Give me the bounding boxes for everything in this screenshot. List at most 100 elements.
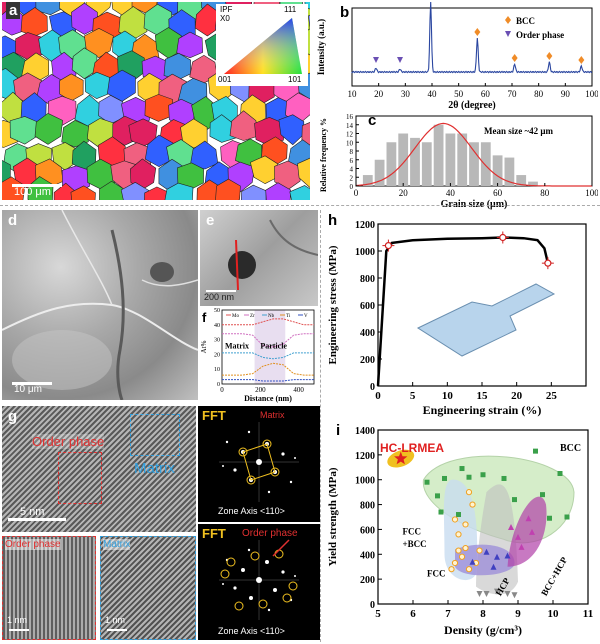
tensile-xtick-label: 20	[511, 390, 523, 402]
grain-ylabel: Relative frequency %	[319, 118, 328, 192]
grain	[229, 110, 259, 141]
grain-ytick-label: 0	[350, 183, 354, 191]
tensile-xtick-label: 0	[375, 390, 381, 402]
panel-e-label: e	[206, 212, 215, 229]
fcc-bcc-point	[483, 548, 490, 555]
grain	[70, 185, 96, 200]
ashby-ytick-label: 1000	[355, 476, 375, 487]
fcc-point	[476, 547, 483, 554]
xrd-xtick-label: 20	[374, 89, 384, 99]
bcc-point	[459, 466, 465, 472]
region-label-bcc-hcp: BCC+HCP	[539, 555, 569, 598]
grain-ytick-label: 10	[346, 139, 354, 147]
fft-order-title: Order phase	[242, 528, 298, 539]
grain-bar	[504, 157, 515, 186]
hcp-point	[483, 591, 490, 598]
panel-d-scalebar-label: 10 μm	[14, 384, 42, 395]
grain-ytick-label: 16	[346, 113, 354, 121]
ipf-corner-001: 001	[218, 75, 232, 84]
fcc-bcc-point	[490, 563, 497, 570]
bcc-peak-marker	[546, 52, 553, 60]
fft-spot	[233, 468, 237, 472]
eds-legend-label: Zr	[250, 314, 255, 319]
fft-matrix: FFT Matrix Zone Axis <110>	[198, 406, 320, 522]
tensile-marker	[544, 259, 552, 267]
legend-bcc-label: BCC	[516, 16, 535, 26]
grain	[71, 2, 99, 35]
grain	[144, 94, 174, 122]
tensile-ytick-label: 600	[360, 301, 375, 312]
ashby-xtick-label: 6	[410, 608, 416, 620]
hcp-point	[494, 588, 500, 595]
eds-ytick-label: 40	[214, 323, 220, 329]
fft-matrix-zone: Zone Axis <110>	[218, 506, 285, 516]
order-peak-marker	[397, 57, 403, 63]
bcc-hcp-region	[507, 496, 547, 567]
grain	[84, 27, 114, 58]
fft-matrix-tag: FFT	[202, 408, 226, 423]
inset-order-lattice	[3, 537, 95, 639]
grain-bar	[398, 133, 409, 186]
tensile-xtick-label: 25	[546, 390, 558, 402]
fft-spot	[225, 440, 229, 444]
xrd-frame	[351, 7, 593, 87]
grain-ytick-label: 8	[350, 148, 354, 156]
fcc-point	[455, 531, 462, 538]
eds-series-v	[222, 379, 314, 382]
fcc-bcc-point	[494, 553, 500, 560]
bcc-point	[501, 475, 507, 481]
xrd-xtick-label: 60	[481, 89, 491, 99]
tensile-ytick-label: 0	[370, 382, 375, 393]
fft-superlattice-spot	[274, 549, 284, 559]
ipf-triangle	[224, 18, 302, 74]
inset-order-scalebar-line	[9, 629, 29, 631]
inset-matrix-scalebar-label: 1 nm	[105, 615, 126, 625]
eds-ytick-label: 50	[214, 308, 220, 314]
fft-superlattice-spot	[220, 569, 230, 579]
ashby-xtick-label: 8	[480, 608, 486, 620]
tensile-xtick-label: 10	[442, 390, 454, 402]
region-label-fcc-bcc-1: FCC	[403, 526, 422, 536]
panel-d-scalebar-line	[12, 382, 52, 385]
matrix-box	[130, 414, 180, 456]
xrd-xlabel: 2θ (degree)	[448, 100, 496, 110]
fft-spot	[281, 452, 285, 456]
eds-ytick-label: 10	[214, 367, 220, 373]
grain	[215, 178, 241, 200]
order-phase-box	[58, 452, 102, 504]
panel-g-hrtem: g Order phase Matrix 5 nm	[2, 406, 196, 532]
fft-spot	[281, 570, 285, 574]
eds-frame	[221, 309, 315, 385]
grain	[297, 157, 310, 188]
grain	[278, 114, 305, 146]
fft-spot	[222, 583, 224, 585]
grain-ytick-label: 14	[346, 122, 354, 130]
panel-f-label: f	[202, 310, 207, 325]
ashby-xtick-label: 5	[375, 608, 381, 620]
eds-series-ti	[222, 362, 314, 376]
legend-order-marker	[505, 31, 511, 37]
region-label-fcc-bcc-2: +BCC	[403, 539, 427, 549]
bcc-hcp-point	[508, 523, 514, 530]
region-label-fcc: FCC	[427, 569, 446, 579]
fft-spot	[247, 548, 251, 552]
fft-spot	[249, 596, 253, 600]
xrd-xtick-label: 90	[561, 89, 571, 99]
grain-bar	[445, 133, 456, 186]
ashby-ytick-label: 600	[360, 525, 375, 536]
fft-spot	[265, 560, 269, 564]
fcc-point	[451, 516, 459, 523]
grain-annotation: Mean size ~42 μm	[484, 126, 554, 136]
grain	[71, 47, 98, 80]
fft-superlattice-spot	[226, 557, 236, 567]
inset-matrix-lattice	[101, 537, 195, 639]
fft-matrix-title: Matrix	[260, 410, 285, 420]
grain-xtick-label: 100	[585, 188, 598, 198]
bcc-hcp-point	[525, 515, 532, 522]
grain-xlabel: Grain size (μm)	[441, 199, 508, 210]
ipf-title-2: X0	[220, 14, 230, 23]
fcc-point	[462, 521, 469, 528]
ashby-ylabel: Yield strength (MPa)	[327, 467, 339, 566]
grain-bar	[528, 181, 538, 186]
ashby-xtick-label: 9	[515, 608, 521, 620]
